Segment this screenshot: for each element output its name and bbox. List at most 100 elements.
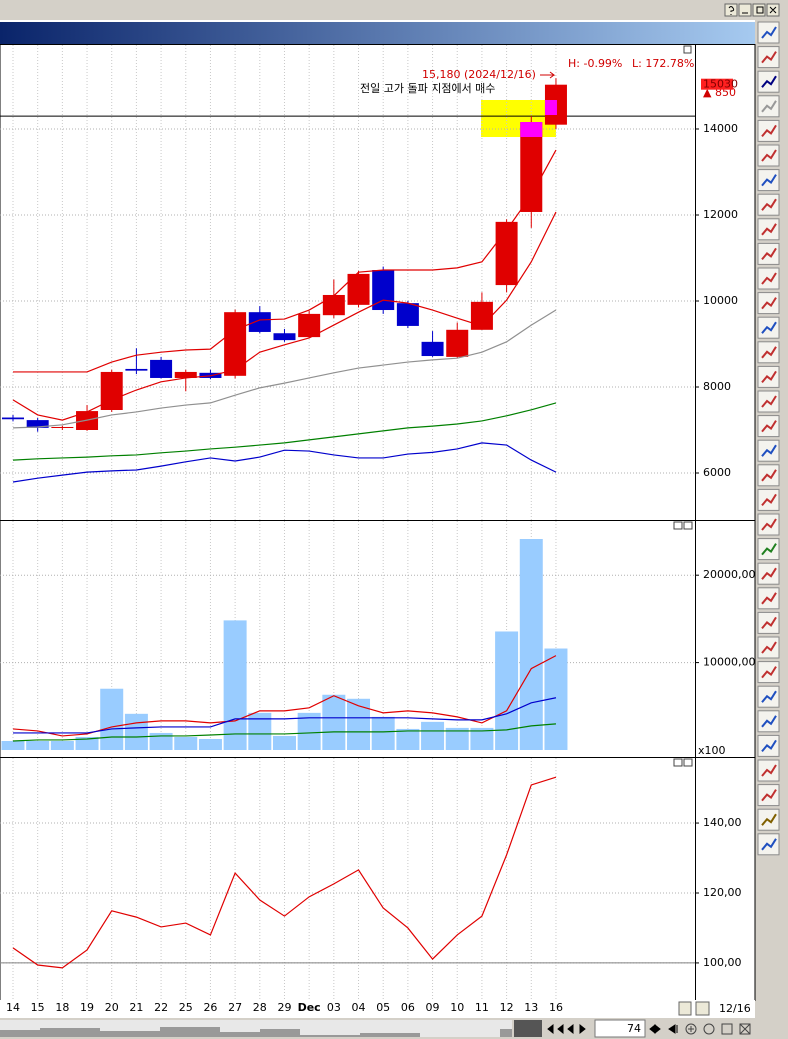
candle-body <box>372 270 395 311</box>
x-tick-label: 13 <box>524 1001 538 1014</box>
x-tick-label: 18 <box>55 1001 69 1014</box>
scroll-thumb[interactable] <box>514 1020 542 1037</box>
high-arrow <box>540 71 556 79</box>
high-change: H: -0.99% <box>568 57 622 70</box>
volume-bar <box>297 712 321 750</box>
volume-bar <box>75 736 99 750</box>
panel-button[interactable] <box>683 521 693 530</box>
tool-glyph <box>761 469 777 482</box>
volume-bar <box>149 732 173 750</box>
candle-body <box>322 294 345 316</box>
tool-glyph <box>761 174 777 187</box>
candle-body <box>100 371 123 411</box>
volume-bar <box>174 736 198 750</box>
candle-body <box>446 329 469 357</box>
plot-area <box>0 45 695 520</box>
candle-body <box>470 301 493 330</box>
x-tick-label: 04 <box>352 1001 366 1014</box>
window-buttons[interactable] <box>724 3 780 17</box>
tool-glyph <box>761 198 777 211</box>
tool-glyph <box>761 764 777 777</box>
period-input[interactable] <box>594 1019 646 1038</box>
tool-glyph <box>761 272 777 285</box>
x-tick-label: 27 <box>228 1001 242 1014</box>
tool-glyph <box>761 321 777 334</box>
x-tick-label: 10 <box>450 1001 464 1014</box>
x-tick-label: 11 <box>475 1001 489 1014</box>
y-tick-label: 14000 <box>703 122 738 135</box>
series-line <box>12 655 557 737</box>
candle-body <box>224 312 247 376</box>
title-bar <box>0 0 788 20</box>
help-button[interactable] <box>724 3 738 17</box>
x-tick-label: 12 <box>500 1001 514 1014</box>
series-line <box>12 402 557 461</box>
tool-glyph <box>761 666 777 679</box>
minimize-button[interactable] <box>738 3 752 17</box>
indicator-panel <box>0 757 756 1001</box>
tool-glyph <box>761 100 777 113</box>
volume-bar <box>198 738 222 750</box>
toolbar-icons[interactable] <box>757 21 780 856</box>
volume-bar <box>322 694 346 750</box>
signal-annotation: 전일 고가 돌파 지점에서 매수 <box>360 81 495 95</box>
volume-bar <box>248 712 272 750</box>
candle-body <box>421 341 444 357</box>
series-line <box>12 211 557 421</box>
search-button[interactable] <box>695 1001 710 1016</box>
y-tick-label: 8000 <box>703 380 731 393</box>
x-tick-label: Dec <box>298 1001 321 1014</box>
x-tick-label: 28 <box>253 1001 267 1014</box>
signal-marker <box>520 122 543 137</box>
y-tick-label: 10000 <box>703 294 738 307</box>
x-tick-label: 29 <box>277 1001 291 1014</box>
tool-glyph <box>761 297 777 310</box>
tool-glyph <box>761 75 777 88</box>
panel-buttons[interactable] <box>673 45 693 767</box>
tool-glyph <box>761 124 777 138</box>
tool-glyph <box>761 444 777 457</box>
x-tick-label: 21 <box>129 1001 143 1014</box>
x-tick-label: 14 <box>6 1001 20 1014</box>
button-glyphs <box>742 6 777 14</box>
volume-bar <box>421 721 445 750</box>
tool-glyph <box>761 370 777 384</box>
volume-bar <box>396 728 420 750</box>
tool-button[interactable] <box>678 1001 692 1016</box>
x-tick-label: 15 <box>31 1001 45 1014</box>
tool-glyph <box>761 715 777 728</box>
signal-highlight <box>481 100 556 137</box>
candle-body <box>150 359 173 378</box>
plot-area <box>0 521 695 750</box>
y-tick-label: 10000,00 <box>703 656 756 669</box>
series-line <box>13 149 557 373</box>
x-tick-label: 16 <box>549 1001 563 1014</box>
high-annotation: 15,180 (2024/12/16) <box>422 68 536 81</box>
candle-body <box>495 221 518 286</box>
panel-button[interactable] <box>673 758 683 767</box>
series-line <box>12 723 557 742</box>
series-line <box>12 776 557 969</box>
period-value[interactable]: 74 <box>627 1022 641 1035</box>
volume-bar <box>347 698 371 750</box>
tool-glyph <box>761 420 777 433</box>
zoom-buttons[interactable] <box>685 1023 751 1035</box>
panel-button[interactable] <box>673 521 683 530</box>
x-tick-label: 20 <box>105 1001 119 1014</box>
panel-button[interactable] <box>683 45 692 54</box>
x-axis-row <box>0 1000 755 1018</box>
help-glyph <box>728 6 735 15</box>
volume-bar <box>26 740 50 750</box>
last-price-label: 15030 <box>703 78 738 91</box>
volume-bar <box>470 727 494 750</box>
last-price-box <box>701 78 733 90</box>
panel-button[interactable] <box>683 758 693 767</box>
candle-body <box>2 417 24 420</box>
candle-body <box>174 371 197 378</box>
y-tick-label: 100,00 <box>703 956 742 969</box>
candle-body <box>248 312 271 332</box>
candle-body <box>51 426 74 428</box>
nav-buttons[interactable] <box>547 1023 678 1035</box>
volume-bar <box>1 740 25 750</box>
